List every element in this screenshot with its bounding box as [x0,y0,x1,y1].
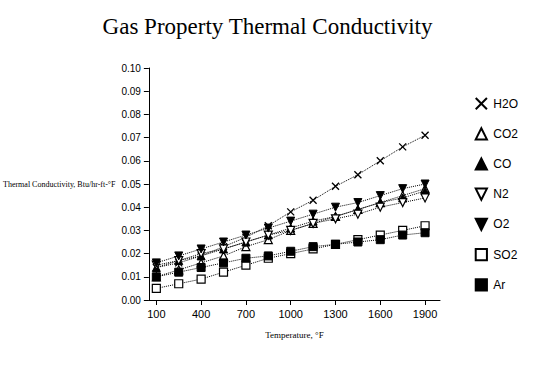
svg-text:1300: 1300 [323,308,347,320]
svg-text:0.02: 0.02 [121,248,141,259]
svg-text:SO2: SO2 [493,248,517,262]
svg-text:Temperature, °F: Temperature, °F [265,330,323,340]
svg-text:1000: 1000 [278,308,302,320]
svg-text:700: 700 [237,308,255,320]
svg-text:100: 100 [147,308,165,320]
svg-text:CO2: CO2 [493,127,518,141]
svg-text:O2: O2 [493,217,509,231]
svg-text:1900: 1900 [413,308,437,320]
svg-text:0.05: 0.05 [121,179,141,190]
svg-text:N2: N2 [493,187,509,201]
svg-text:1600: 1600 [368,308,392,320]
svg-text:Ar: Ar [493,278,505,292]
svg-text:400: 400 [192,308,210,320]
svg-text:0.07: 0.07 [121,132,141,143]
svg-text:0.01: 0.01 [121,271,141,282]
svg-text:H2O: H2O [493,97,518,111]
svg-text:0.00: 0.00 [121,295,141,306]
svg-text:0.04: 0.04 [121,202,141,213]
svg-text:0.03: 0.03 [121,225,141,236]
svg-text:Thermal Conductivity, Btu/hr-f: Thermal Conductivity, Btu/hr-ft-°F [3,180,116,189]
svg-text:0.06: 0.06 [121,155,141,166]
svg-text:0.09: 0.09 [121,86,141,97]
svg-text:Gas Property Thermal Conductiv: Gas Property Thermal Conductivity [103,14,433,39]
svg-text:0.08: 0.08 [121,109,141,120]
svg-text:0.10: 0.10 [121,63,141,74]
svg-text:CO: CO [493,157,511,171]
